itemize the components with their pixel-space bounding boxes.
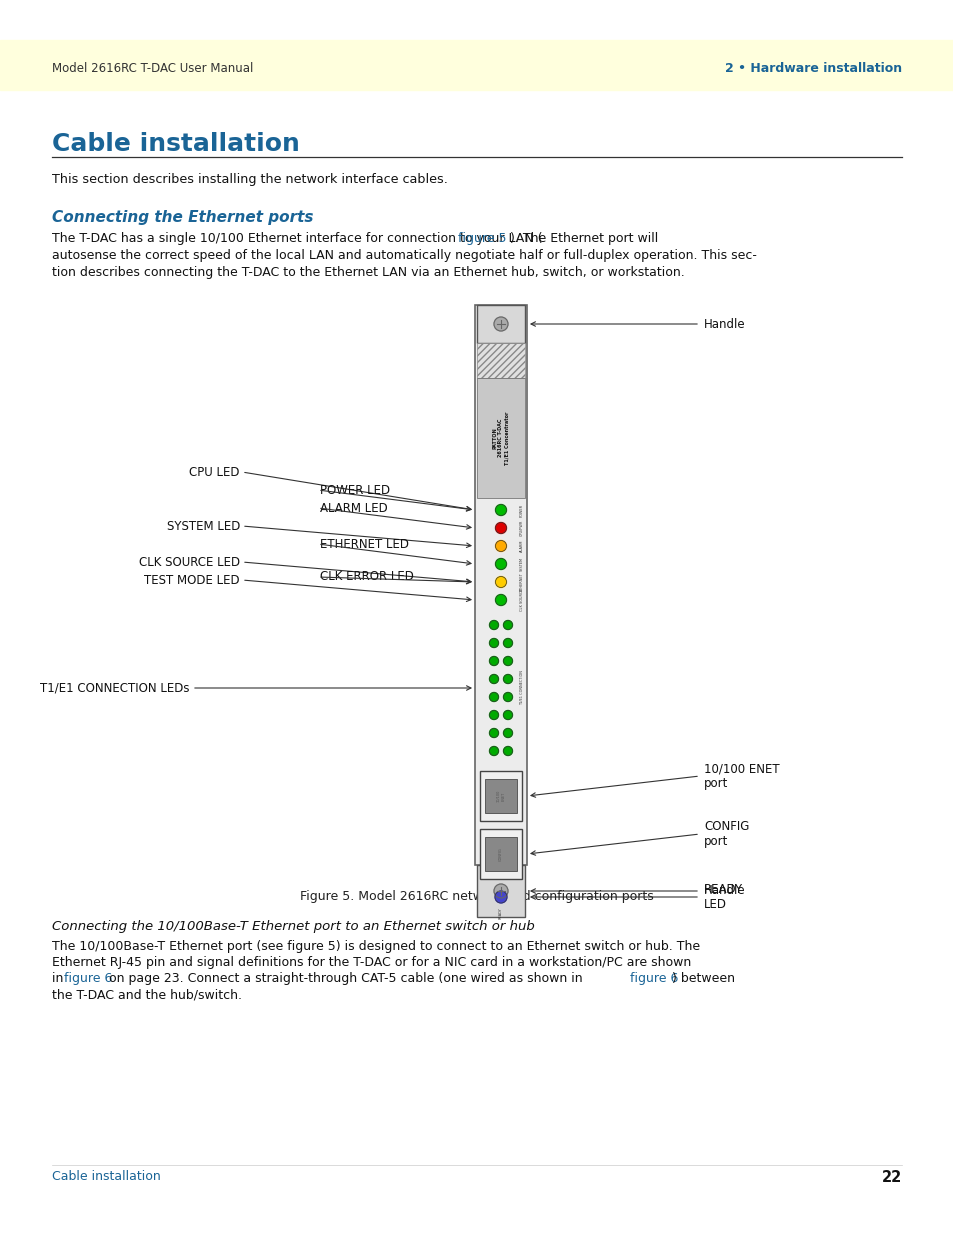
Circle shape: [495, 522, 506, 534]
Text: ALARM: ALARM: [519, 540, 523, 552]
Text: PATTON
2616RC T-DAC
T1/E1 Concentrator: PATTON 2616RC T-DAC T1/E1 Concentrator: [492, 411, 509, 464]
Circle shape: [503, 746, 512, 756]
Text: Connecting the 10/100Base-T Ethernet port to an Ethernet switch or hub: Connecting the 10/100Base-T Ethernet por…: [52, 920, 535, 932]
Bar: [475, 305, 526, 864]
Text: T1/E1 CONNECTION LEDs: T1/E1 CONNECTION LEDs: [40, 682, 190, 694]
Bar: [484, 837, 517, 871]
Text: the T-DAC and the hub/switch.: the T-DAC and the hub/switch.: [52, 988, 242, 1002]
Text: 10/100
ENET: 10/100 ENET: [497, 790, 505, 803]
Text: ETHERNET: ETHERNET: [519, 573, 523, 592]
Text: 10/100 ENET
port: 10/100 ENET port: [703, 762, 779, 790]
Circle shape: [503, 657, 512, 666]
Text: figure 6: figure 6: [64, 972, 112, 986]
Text: CLK ERROR LED: CLK ERROR LED: [319, 571, 414, 583]
Text: The T-DAC has a single 10/100 Ethernet interface for connection to your LAN (: The T-DAC has a single 10/100 Ethernet i…: [52, 232, 542, 245]
Text: The 10/100Base-T Ethernet port (see figure 5) is designed to connect to an Ether: The 10/100Base-T Ethernet port (see figu…: [52, 940, 700, 953]
Text: ) between: ) between: [671, 972, 734, 986]
Circle shape: [489, 710, 498, 720]
Text: 2 • Hardware installation: 2 • Hardware installation: [724, 62, 901, 74]
Circle shape: [489, 729, 498, 737]
Text: figure 5: figure 5: [457, 232, 506, 245]
Text: CPU LED: CPU LED: [190, 466, 240, 478]
Text: This section describes installing the network interface cables.: This section describes installing the ne…: [52, 173, 447, 186]
Text: tion describes connecting the T-DAC to the Ethernet LAN via an Ethernet hub, swi: tion describes connecting the T-DAC to t…: [52, 266, 684, 279]
Text: CONFIG: CONFIG: [498, 847, 502, 861]
Text: ). The Ethernet port will: ). The Ethernet port will: [510, 232, 658, 245]
Text: ALARM LED: ALARM LED: [319, 501, 387, 515]
Circle shape: [495, 577, 506, 588]
Circle shape: [495, 558, 506, 569]
Circle shape: [494, 884, 507, 898]
Circle shape: [495, 505, 506, 515]
Circle shape: [489, 693, 498, 701]
Text: 22: 22: [881, 1170, 901, 1186]
Text: CLK SOURCE LED: CLK SOURCE LED: [139, 556, 240, 568]
Text: READY
LED: READY LED: [703, 883, 742, 911]
Bar: [0, 40, 953, 90]
Text: ETHERNET LED: ETHERNET LED: [319, 537, 409, 551]
Circle shape: [503, 638, 512, 647]
Text: Cable installation: Cable installation: [52, 132, 299, 156]
Text: Handle: Handle: [703, 317, 745, 331]
Text: POWER: POWER: [519, 504, 523, 516]
Bar: [479, 771, 521, 821]
Bar: [476, 864, 524, 918]
Circle shape: [495, 890, 506, 903]
Text: TEST MODE LED: TEST MODE LED: [144, 573, 240, 587]
Text: CPU/PWR: CPU/PWR: [519, 520, 523, 536]
Circle shape: [495, 594, 506, 605]
Text: CLK SOURCE: CLK SOURCE: [519, 589, 523, 611]
Circle shape: [503, 674, 512, 683]
Text: T1/E1 CONNECTION: T1/E1 CONNECTION: [519, 671, 523, 705]
Circle shape: [503, 620, 512, 630]
Circle shape: [489, 674, 498, 683]
Bar: [476, 378, 524, 498]
Circle shape: [503, 729, 512, 737]
Circle shape: [503, 710, 512, 720]
Circle shape: [489, 620, 498, 630]
Text: CONFIG
port: CONFIG port: [703, 820, 749, 848]
Bar: [479, 829, 521, 879]
Text: Ethernet RJ-45 pin and signal definitions for the T-DAC or for a NIC card in a w: Ethernet RJ-45 pin and signal definition…: [52, 956, 691, 969]
Text: READY: READY: [498, 906, 502, 919]
Text: in: in: [52, 972, 68, 986]
Circle shape: [494, 317, 507, 331]
Bar: [484, 779, 517, 813]
Bar: [476, 343, 524, 378]
Bar: [476, 305, 524, 343]
Text: autosense the correct speed of the local LAN and automatically negotiate half or: autosense the correct speed of the local…: [52, 249, 756, 262]
Text: POWER LED: POWER LED: [319, 483, 390, 496]
Circle shape: [495, 541, 506, 552]
Text: Cable installation: Cable installation: [52, 1170, 161, 1183]
Text: Connecting the Ethernet ports: Connecting the Ethernet ports: [52, 210, 314, 225]
Text: Handle: Handle: [703, 884, 745, 898]
Text: SYSTEM: SYSTEM: [519, 557, 523, 571]
Text: figure 6: figure 6: [629, 972, 678, 986]
Circle shape: [503, 693, 512, 701]
Text: Figure 5. Model 2616RC network and configuration ports: Figure 5. Model 2616RC network and confi…: [300, 890, 653, 903]
Circle shape: [489, 657, 498, 666]
Circle shape: [489, 638, 498, 647]
Text: SYSTEM LED: SYSTEM LED: [167, 520, 240, 532]
Text: on page 23. Connect a straight-through CAT-5 cable (one wired as shown in: on page 23. Connect a straight-through C…: [105, 972, 586, 986]
Text: Model 2616RC T-DAC User Manual: Model 2616RC T-DAC User Manual: [52, 62, 253, 74]
Circle shape: [489, 746, 498, 756]
